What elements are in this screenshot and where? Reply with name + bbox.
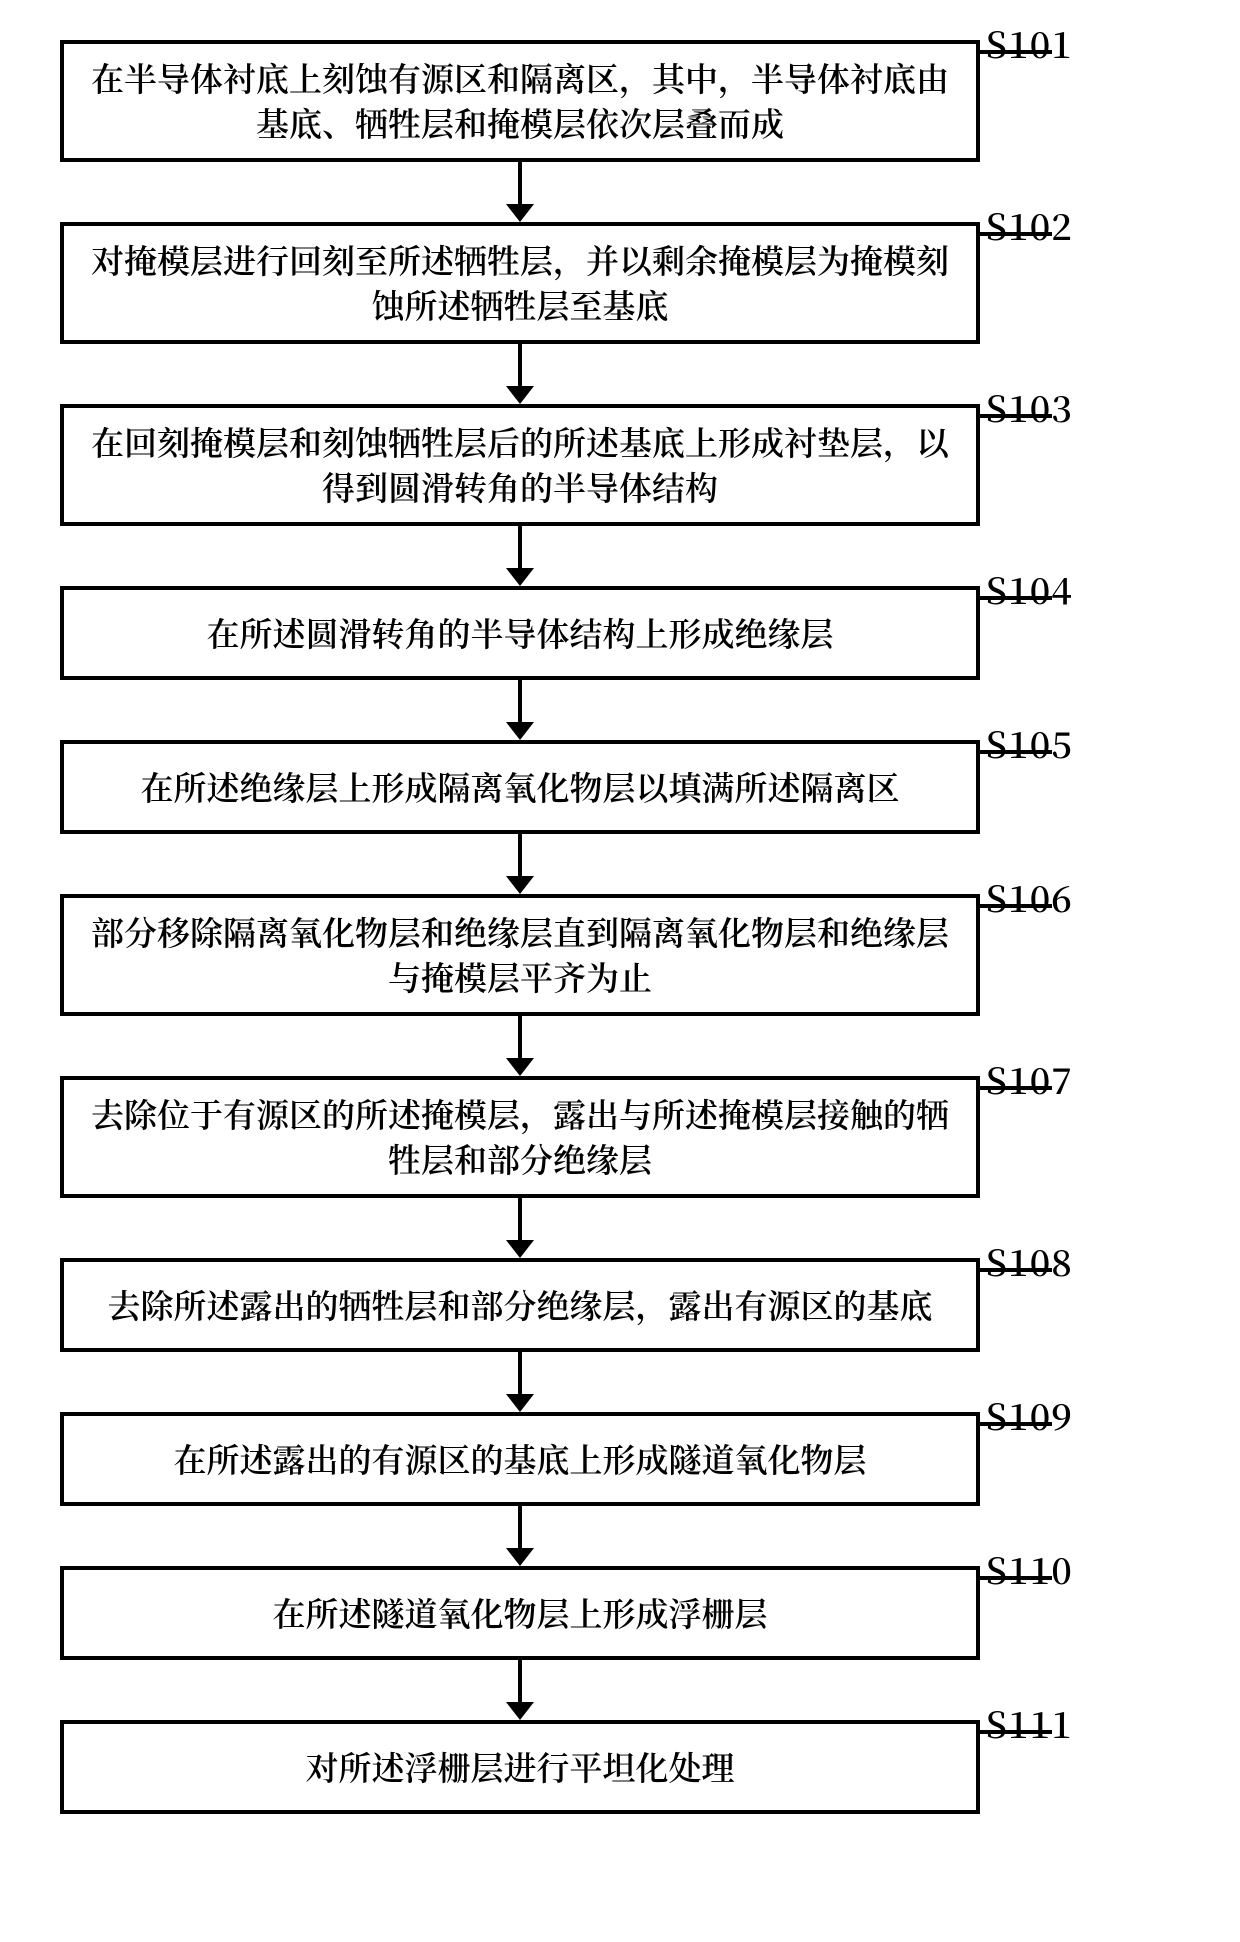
step-label-column: S102	[980, 222, 1073, 251]
step-label-s109: S109	[986, 1390, 1073, 1441]
flow-arrow	[506, 344, 534, 404]
step-label-column: S110	[980, 1566, 1073, 1595]
step-box-s101: 在半导体衬底上刻蚀有源区和隔离区，其中，半导体衬底由基底、牺牲层和掩模层依次层叠…	[60, 40, 980, 162]
step-label-column: S109	[980, 1412, 1073, 1441]
step-label-s108: S108	[986, 1236, 1073, 1287]
arrow-wrap	[60, 526, 980, 586]
step-label-s102: S102	[986, 200, 1073, 251]
step-box-s106: 部分移除隔离氧化物层和绝缘层直到隔离氧化物层和绝缘层与掩模层平齐为止	[60, 894, 980, 1016]
step-box-s107: 去除位于有源区的所述掩模层，露出与所述掩模层接触的牺牲层和部分绝缘层	[60, 1076, 980, 1198]
step-label-column: S106	[980, 894, 1073, 923]
step-label-column: S104	[980, 586, 1073, 615]
step-row: 去除所述露出的牺牲层和部分绝缘层，露出有源区的基底 S108	[60, 1258, 1240, 1352]
arrow-wrap	[60, 1506, 980, 1566]
step-text: 去除所述露出的牺牲层和部分绝缘层，露出有源区的基底	[108, 1283, 933, 1328]
step-row: 在所述绝缘层上形成隔离氧化物层以填满所述隔离区 S105	[60, 740, 1240, 834]
step-row: 对掩模层进行回刻至所述牺牲层，并以剩余掩模层为掩模刻蚀所述牺牲层至基底 S102	[60, 222, 1240, 344]
arrow-wrap	[60, 1016, 980, 1076]
step-row: 在所述圆滑转角的半导体结构上形成绝缘层 S104	[60, 586, 1240, 680]
step-label-column: S108	[980, 1258, 1073, 1287]
step-text-line: 得到圆滑转角的半导体结构	[91, 465, 949, 510]
flow-arrow	[506, 1198, 534, 1258]
flow-arrow	[506, 680, 534, 740]
arrow-wrap	[60, 834, 980, 894]
step-text-line: 在所述隧道氧化物层上形成浮栅层	[273, 1591, 768, 1636]
arrow-wrap	[60, 1352, 980, 1412]
step-text: 在所述隧道氧化物层上形成浮栅层	[273, 1591, 768, 1636]
step-text: 在半导体衬底上刻蚀有源区和隔离区，其中，半导体衬底由基底、牺牲层和掩模层依次层叠…	[91, 56, 949, 145]
step-row: 在半导体衬底上刻蚀有源区和隔离区，其中，半导体衬底由基底、牺牲层和掩模层依次层叠…	[60, 40, 1240, 162]
step-text-line: 去除所述露出的牺牲层和部分绝缘层，露出有源区的基底	[108, 1283, 933, 1328]
step-text-line: 对所述浮栅层进行平坦化处理	[306, 1745, 735, 1790]
step-label-s107: S107	[986, 1054, 1073, 1105]
step-label-s111: S111	[986, 1698, 1073, 1749]
flow-arrow	[506, 1016, 534, 1076]
step-box-s109: 在所述露出的有源区的基底上形成隧道氧化物层	[60, 1412, 980, 1506]
step-row: 对所述浮栅层进行平坦化处理 S111	[60, 1720, 1240, 1814]
step-text: 对掩模层进行回刻至所述牺牲层，并以剩余掩模层为掩模刻蚀所述牺牲层至基底	[91, 238, 949, 327]
step-row: 在所述隧道氧化物层上形成浮栅层 S110	[60, 1566, 1240, 1660]
step-box-s110: 在所述隧道氧化物层上形成浮栅层	[60, 1566, 980, 1660]
arrow-wrap	[60, 1198, 980, 1258]
step-text: 在所述圆滑转角的半导体结构上形成绝缘层	[207, 611, 834, 656]
step-text: 在回刻掩模层和刻蚀牺牲层后的所述基底上形成衬垫层，以得到圆滑转角的半导体结构	[91, 420, 949, 509]
step-text-line: 在回刻掩模层和刻蚀牺牲层后的所述基底上形成衬垫层，以	[91, 420, 949, 465]
flow-arrow	[506, 526, 534, 586]
step-label-s101: S101	[986, 18, 1073, 69]
step-label-column: S105	[980, 740, 1073, 769]
step-box-s103: 在回刻掩模层和刻蚀牺牲层后的所述基底上形成衬垫层，以得到圆滑转角的半导体结构	[60, 404, 980, 526]
step-label-column: S103	[980, 404, 1073, 433]
flow-arrow	[506, 162, 534, 222]
step-text: 去除位于有源区的所述掩模层，露出与所述掩模层接触的牺牲层和部分绝缘层	[91, 1092, 949, 1181]
step-text-line: 部分移除隔离氧化物层和绝缘层直到隔离氧化物层和绝缘层	[91, 910, 949, 955]
step-label-column: S111	[980, 1720, 1073, 1749]
step-box-s108: 去除所述露出的牺牲层和部分绝缘层，露出有源区的基底	[60, 1258, 980, 1352]
step-text-line: 去除位于有源区的所述掩模层，露出与所述掩模层接触的牺	[91, 1092, 949, 1137]
step-label-s104: S104	[986, 564, 1073, 615]
step-text-line: 牲层和部分绝缘层	[91, 1137, 949, 1182]
step-label-column: S101	[980, 40, 1073, 69]
arrow-wrap	[60, 162, 980, 222]
arrow-wrap	[60, 1660, 980, 1720]
step-text-line: 基底、牺牲层和掩模层依次层叠而成	[91, 101, 949, 146]
step-text: 对所述浮栅层进行平坦化处理	[306, 1745, 735, 1790]
step-box-s102: 对掩模层进行回刻至所述牺牲层，并以剩余掩模层为掩模刻蚀所述牺牲层至基底	[60, 222, 980, 344]
step-row: 部分移除隔离氧化物层和绝缘层直到隔离氧化物层和绝缘层与掩模层平齐为止 S106	[60, 894, 1240, 1016]
step-label-s110: S110	[986, 1544, 1073, 1595]
flow-arrow	[506, 1352, 534, 1412]
step-text: 在所述露出的有源区的基底上形成隧道氧化物层	[174, 1437, 867, 1482]
step-box-s105: 在所述绝缘层上形成隔离氧化物层以填满所述隔离区	[60, 740, 980, 834]
step-text-line: 与掩模层平齐为止	[91, 955, 949, 1000]
step-text: 在所述绝缘层上形成隔离氧化物层以填满所述隔离区	[141, 765, 900, 810]
step-text-line: 在所述露出的有源区的基底上形成隧道氧化物层	[174, 1437, 867, 1482]
step-row: 去除位于有源区的所述掩模层，露出与所述掩模层接触的牺牲层和部分绝缘层 S107	[60, 1076, 1240, 1198]
step-text-line: 蚀所述牺牲层至基底	[91, 283, 949, 328]
step-row: 在所述露出的有源区的基底上形成隧道氧化物层 S109	[60, 1412, 1240, 1506]
step-label-column: S107	[980, 1076, 1073, 1105]
step-text-line: 在所述绝缘层上形成隔离氧化物层以填满所述隔离区	[141, 765, 900, 810]
step-text-line: 在所述圆滑转角的半导体结构上形成绝缘层	[207, 611, 834, 656]
arrow-wrap	[60, 680, 980, 740]
step-label-s105: S105	[986, 718, 1073, 769]
step-label-s103: S103	[986, 382, 1073, 433]
step-text-line: 对掩模层进行回刻至所述牺牲层，并以剩余掩模层为掩模刻	[91, 238, 949, 283]
flow-arrow	[506, 834, 534, 894]
step-box-s111: 对所述浮栅层进行平坦化处理	[60, 1720, 980, 1814]
step-label-s106: S106	[986, 872, 1073, 923]
step-row: 在回刻掩模层和刻蚀牺牲层后的所述基底上形成衬垫层，以得到圆滑转角的半导体结构 S1…	[60, 404, 1240, 526]
step-text-line: 在半导体衬底上刻蚀有源区和隔离区，其中，半导体衬底由	[91, 56, 949, 101]
flow-arrow	[506, 1506, 534, 1566]
step-text: 部分移除隔离氧化物层和绝缘层直到隔离氧化物层和绝缘层与掩模层平齐为止	[91, 910, 949, 999]
arrow-wrap	[60, 344, 980, 404]
flowchart: 在半导体衬底上刻蚀有源区和隔离区，其中，半导体衬底由基底、牺牲层和掩模层依次层叠…	[0, 0, 1240, 1854]
step-box-s104: 在所述圆滑转角的半导体结构上形成绝缘层	[60, 586, 980, 680]
flow-arrow	[506, 1660, 534, 1720]
